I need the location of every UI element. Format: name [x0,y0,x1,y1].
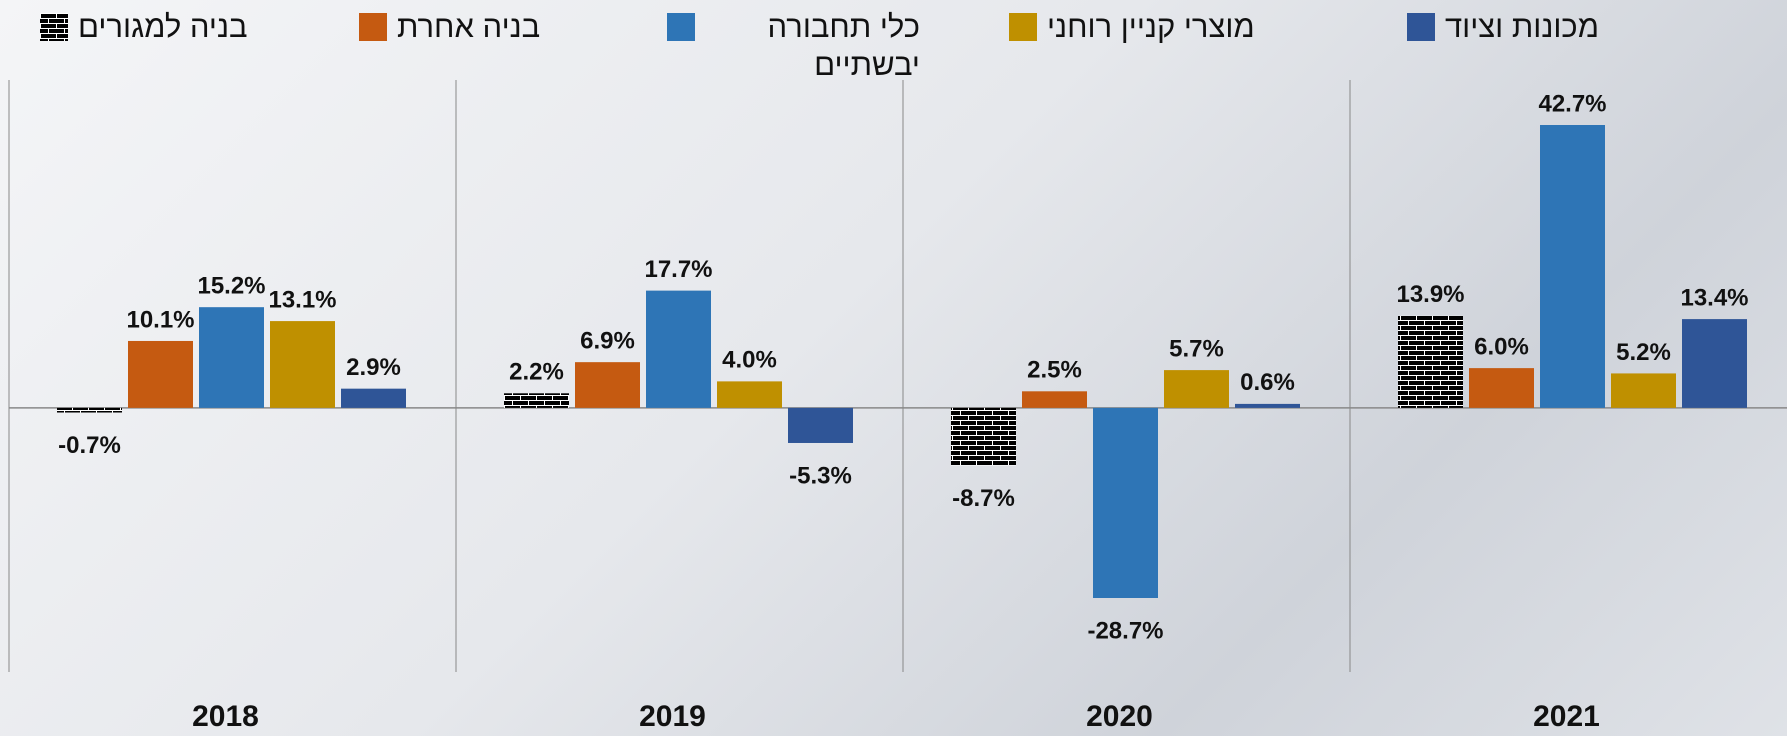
bar [788,407,853,443]
value-label: 42.7% [1538,90,1606,117]
value-label: 5.2% [1616,339,1671,366]
value-label: -0.7% [58,432,121,459]
legend-swatch-fill [1009,13,1037,41]
value-label: 17.7% [644,256,712,283]
legend-swatch-fill [1407,13,1435,41]
value-label: -8.7% [952,485,1015,512]
value-label: 13.9% [1396,281,1464,308]
value-label: 13.1% [268,286,336,313]
bar [128,340,193,408]
legend-label: מוצרי קניין רוחני [1047,9,1255,44]
legend-item: מכונות וציוד [1407,8,1599,46]
legend-swatch [40,13,68,41]
value-label: -5.3% [789,462,852,489]
x-tick-label: 2019 [639,700,706,733]
bar [1093,407,1158,598]
bar [1469,368,1534,408]
bar [1611,373,1676,408]
bar [1022,391,1087,408]
x-tick-label: 2018 [192,700,259,733]
value-label: 13.4% [1680,284,1748,311]
value-label: 2.2% [509,359,564,386]
bar [1164,370,1229,408]
value-label: 2.9% [346,354,401,381]
bar [1540,125,1605,408]
x-tick-label: 2020 [1086,700,1153,733]
legend-label: מכונות וציוד [1445,9,1600,44]
value-label: 0.6% [1240,369,1295,396]
bar [575,362,640,408]
legend-swatch [667,13,695,41]
bar [717,381,782,408]
x-tick-label: 2021 [1533,700,1600,733]
legend-swatch [359,13,387,41]
legend-swatch-fill [667,13,695,41]
value-label: 6.9% [580,328,635,355]
legend-label: כלי תחבורה יבשתיים [767,9,920,82]
legend-swatch-fill [359,13,387,41]
value-label: -28.7% [1087,617,1163,644]
bar [1235,403,1300,408]
value-label: 10.1% [126,306,194,333]
bar [646,290,711,408]
bar [1682,319,1747,408]
legend-label: בניה למגורים [78,9,248,44]
bar [504,393,569,408]
bar [270,321,335,408]
value-label: 15.2% [197,273,265,300]
bar [57,407,122,413]
legend-item: בניה אחרת [359,8,540,46]
legend-swatch [1407,13,1435,41]
bar [199,307,264,408]
value-label: 5.7% [1169,335,1224,362]
bar [951,407,1016,466]
bar [341,388,406,408]
bar [1398,315,1463,408]
legend-label: בניה אחרת [397,9,541,44]
value-label: 4.0% [722,347,777,374]
legend-item: כלי תחבורה יבשתיים [667,8,920,84]
legend-swatch-fill [40,13,68,41]
legend-item: מוצרי קניין רוחני [1009,8,1255,46]
legend-item: בניה למגורים [40,8,248,46]
legend-swatch [1009,13,1037,41]
value-label: 6.0% [1474,333,1529,360]
value-label: 2.5% [1027,357,1082,384]
